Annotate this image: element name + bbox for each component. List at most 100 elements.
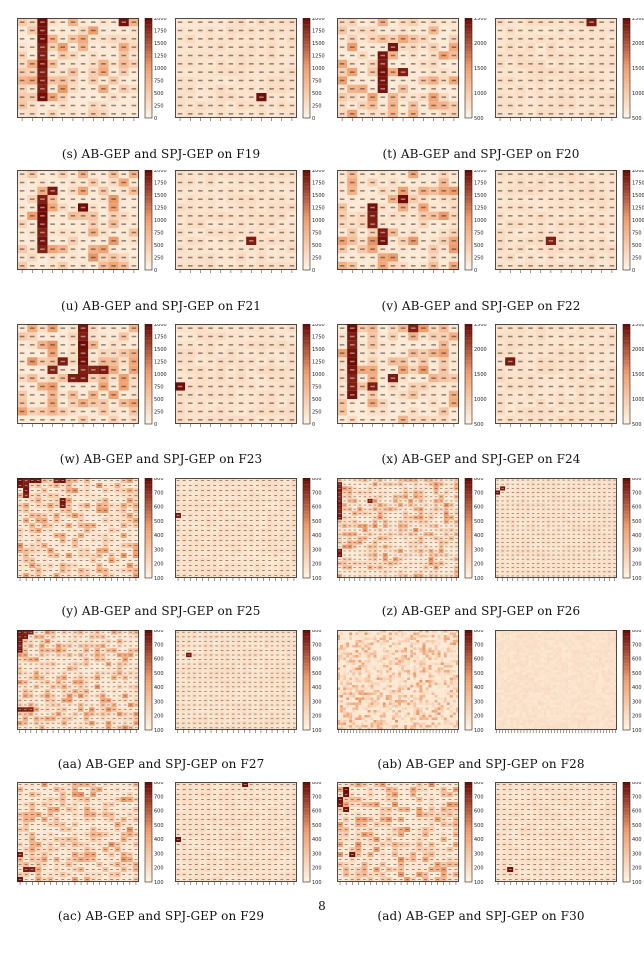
cell-annotation xyxy=(80,113,86,115)
colorbar-segment xyxy=(465,54,472,59)
cell-annotation xyxy=(279,71,285,73)
cell-annotation xyxy=(111,21,116,23)
cell-annotation xyxy=(110,525,113,526)
colorbar-segment xyxy=(623,91,630,95)
cell-annotation xyxy=(400,198,406,200)
cell-annotation xyxy=(70,190,76,192)
cell-annotation xyxy=(360,54,365,57)
cell-annotation xyxy=(518,231,523,234)
colorbar-segment xyxy=(145,243,152,247)
cell-annotation xyxy=(410,215,416,217)
cell-annotation xyxy=(349,215,355,217)
colorbar-tick-label: 1250 xyxy=(154,360,167,366)
colorbar-segment xyxy=(623,101,630,105)
cell-annotation xyxy=(70,63,76,65)
cell-annotation xyxy=(579,352,584,354)
cell-annotation xyxy=(507,96,513,98)
cell-annotation xyxy=(60,198,66,200)
colorbar-segment xyxy=(623,367,630,371)
colorbar-segment xyxy=(623,78,630,82)
cell-annotation xyxy=(579,360,584,363)
cell-annotation xyxy=(85,480,89,481)
colorbar-segment xyxy=(303,364,310,368)
cell-annotation xyxy=(538,352,544,354)
cell-annotation xyxy=(30,545,34,546)
colorbar-segment xyxy=(623,404,630,408)
cell-annotation xyxy=(568,335,574,338)
colorbar-segment xyxy=(145,377,152,381)
cell-annotation xyxy=(579,327,584,329)
cell-annotation xyxy=(131,344,137,346)
cell-annotation xyxy=(90,190,96,192)
cell-annotation xyxy=(97,480,101,481)
cell-annotation xyxy=(198,190,203,192)
cell-annotation xyxy=(441,223,447,225)
colorbar-segment xyxy=(623,380,630,385)
cell-annotation xyxy=(50,96,55,98)
cell-annotation xyxy=(97,485,101,486)
cell-annotation xyxy=(90,63,96,65)
cell-annotation xyxy=(339,256,345,259)
cell-annotation xyxy=(507,38,513,40)
cell-annotation xyxy=(248,248,254,250)
cell-annotation xyxy=(599,344,605,346)
cell-annotation xyxy=(43,565,46,566)
cell-annotation xyxy=(91,565,95,566)
cell-annotation xyxy=(70,369,76,371)
cell-annotation xyxy=(60,410,66,413)
cell-annotation xyxy=(79,505,83,506)
cell-annotation xyxy=(238,113,244,115)
cell-annotation xyxy=(228,46,234,48)
colorbar-segment xyxy=(145,41,152,45)
cell-annotation xyxy=(110,480,113,481)
cell-annotation xyxy=(55,555,59,556)
cell-annotation xyxy=(507,173,513,175)
cell-annotation xyxy=(431,240,436,242)
colorbar-segment xyxy=(145,44,152,49)
cell-annotation xyxy=(19,248,25,250)
cell-annotation xyxy=(19,352,25,354)
cell-annotation xyxy=(279,21,285,23)
cell-annotation xyxy=(134,535,138,536)
cell-annotation xyxy=(43,560,46,561)
colorbar-segment xyxy=(465,420,472,425)
cell-annotation xyxy=(101,410,106,413)
colorbar-segment xyxy=(623,340,630,345)
cell-annotation xyxy=(339,79,345,82)
cell-annotation xyxy=(30,495,34,496)
cell-annotation xyxy=(410,369,416,371)
cell-annotation xyxy=(79,560,83,561)
cell-annotation xyxy=(238,335,244,338)
cell-annotation xyxy=(198,248,203,250)
colorbar-segment xyxy=(623,58,630,62)
cell-annotation xyxy=(80,54,86,57)
cell-annotation xyxy=(128,510,132,511)
cell-annotation xyxy=(421,113,426,115)
cell-annotation xyxy=(97,570,101,571)
cell-annotation xyxy=(131,327,137,329)
cell-annotation xyxy=(370,88,375,90)
colorbar-segment xyxy=(623,193,630,197)
cell-annotation xyxy=(349,231,355,234)
cell-annotation xyxy=(187,63,193,65)
cell-annotation xyxy=(19,369,25,371)
colorbar-tick-label: 1000 xyxy=(154,66,167,72)
cell-annotation xyxy=(248,198,254,200)
cell-annotation xyxy=(18,500,22,501)
cell-annotation xyxy=(116,480,120,481)
colorbar-tick-label: 1750 xyxy=(312,335,325,341)
colorbar-segment xyxy=(623,410,630,415)
cell-annotation xyxy=(110,490,113,491)
cell-annotation xyxy=(269,88,274,90)
cell-annotation xyxy=(50,394,55,396)
cell-annotation xyxy=(349,352,355,354)
cell-annotation xyxy=(518,223,523,225)
cell-annotation xyxy=(507,104,513,107)
cell-annotation xyxy=(548,71,554,73)
cell-annotation xyxy=(50,327,55,329)
cell-annotation xyxy=(390,335,396,338)
cell-annotation xyxy=(609,88,615,90)
cell-annotation xyxy=(101,223,106,225)
cell-annotation xyxy=(121,181,127,184)
cell-annotation xyxy=(67,510,71,511)
